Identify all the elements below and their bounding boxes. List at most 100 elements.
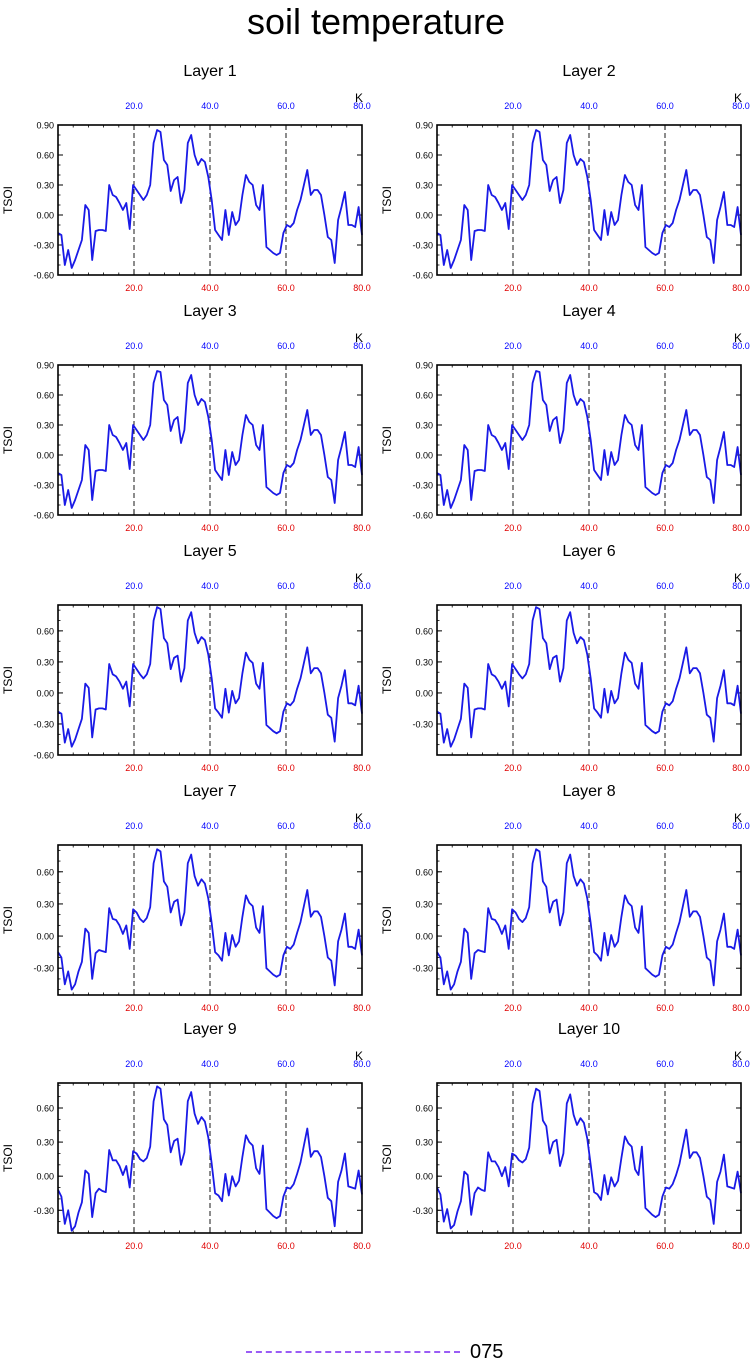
x-tick-label-bottom: 80.0 [353, 283, 371, 293]
y-tick-label: -0.60 [412, 271, 433, 281]
top-axis-label: K [734, 1049, 742, 1063]
x-tick-label-bottom: 20.0 [504, 1003, 522, 1013]
chart-panel-9: Layer 9 K TSOI 0.60 0.30 0.00 -0.30 20.0 40.0 60.… [1, 1021, 371, 1251]
chart-panel-1: Layer 1 K TSOI 0.90 0.60 0.30 0.00 -0.30 -0.60 20… [1, 63, 371, 293]
x-tick-label-top: 40.0 [201, 101, 219, 111]
y-tick-label: 0.30 [415, 1138, 433, 1148]
x-tick-label-top: 40.0 [580, 1059, 598, 1069]
y-axis-label: TSOI [1, 666, 15, 694]
x-tick-label-bottom: 40.0 [201, 1241, 219, 1251]
chart-title: Layer 2 [562, 63, 615, 80]
x-tick-label-top: 20.0 [125, 821, 143, 831]
x-tick-label-top: 20.0 [504, 341, 522, 351]
x-tick-label-top: 40.0 [580, 341, 598, 351]
x-tick-label-top: 80.0 [353, 341, 371, 351]
y-axis-label: TSOI [1, 426, 15, 454]
legend: 075 [246, 1341, 546, 1363]
chart-panel-2: Layer 2 K TSOI 0.90 0.60 0.30 0.00 -0.30 -0.60 20… [380, 63, 750, 293]
x-tick-label-top: 60.0 [656, 581, 674, 591]
x-tick-label-top: 20.0 [504, 1059, 522, 1069]
y-axis-label: TSOI [380, 906, 394, 934]
chart-panel-5: Layer 5 K TSOI 0.60 0.30 0.00 -0.30 -0.60 20.0 40… [1, 543, 371, 773]
x-tick-label-top: 60.0 [277, 821, 295, 831]
top-axis-label: K [355, 811, 363, 825]
x-tick-label-bottom: 40.0 [580, 763, 598, 773]
y-tick-label: -0.30 [412, 481, 433, 491]
y-axis-label: TSOI [1, 186, 15, 214]
y-tick-label: 0.90 [36, 121, 54, 131]
plot-frame [436, 1082, 742, 1234]
chart-panel-3: Layer 3 K TSOI 0.90 0.60 0.30 0.00 -0.30 -0.60 20… [1, 303, 371, 533]
x-tick-label-bottom: 20.0 [125, 283, 143, 293]
legend-label: 075 [470, 1341, 504, 1363]
x-tick-label-top: 20.0 [125, 341, 143, 351]
y-tick-label: 0.60 [36, 626, 54, 636]
series-line-1 [57, 129, 363, 269]
x-tick-label-top: 20.0 [504, 821, 522, 831]
x-tick-label-bottom: 20.0 [125, 523, 143, 533]
y-tick-label: 0.00 [415, 932, 433, 942]
x-tick-label-top: 80.0 [353, 581, 371, 591]
x-tick-label-bottom: 60.0 [656, 763, 674, 773]
chart-title: Layer 7 [183, 783, 236, 800]
x-tick-label-bottom: 40.0 [580, 1241, 598, 1251]
x-tick-label-top: 80.0 [732, 341, 750, 351]
x-tick-label-bottom: 20.0 [504, 1241, 522, 1251]
y-tick-label: 0.30 [415, 657, 433, 667]
top-axis-label: K [734, 91, 742, 105]
x-tick-label-bottom: 20.0 [504, 283, 522, 293]
y-tick-label: 0.60 [36, 151, 54, 161]
series-line-1 [57, 848, 363, 991]
x-tick-label-top: 40.0 [580, 101, 598, 111]
x-tick-label-bottom: 60.0 [656, 523, 674, 533]
x-tick-label-top: 60.0 [277, 581, 295, 591]
y-axis-label: TSOI [380, 426, 394, 454]
series-line-1 [436, 848, 742, 991]
y-tick-label: 0.30 [415, 421, 433, 431]
y-tick-label: 0.00 [36, 451, 54, 461]
top-axis-label: K [355, 1049, 363, 1063]
y-tick-label: 0.30 [36, 899, 54, 909]
x-tick-label-bottom: 40.0 [201, 283, 219, 293]
x-tick-label-top: 80.0 [353, 101, 371, 111]
x-tick-label-top: 40.0 [201, 581, 219, 591]
x-tick-label-top: 40.0 [580, 581, 598, 591]
y-tick-label: -0.30 [412, 964, 433, 974]
y-tick-label: -0.30 [33, 1206, 54, 1216]
chart-panel-8: Layer 8 K TSOI 0.60 0.30 0.00 -0.30 20.0 40.0 60.… [380, 783, 750, 1013]
x-tick-label-top: 60.0 [656, 101, 674, 111]
chart-title: Layer 5 [183, 543, 236, 560]
series-line-1 [57, 370, 363, 509]
series-line-1 [436, 606, 742, 748]
x-tick-label-bottom: 20.0 [125, 1241, 143, 1251]
y-axis-label: TSOI [1, 906, 15, 934]
x-tick-label-top: 20.0 [125, 101, 143, 111]
y-tick-label: -0.60 [33, 751, 54, 761]
x-tick-label-bottom: 80.0 [353, 763, 371, 773]
x-tick-label-bottom: 40.0 [201, 763, 219, 773]
x-tick-label-top: 40.0 [580, 821, 598, 831]
page-title: soil temperature [246, 1, 506, 42]
x-tick-label-top: 60.0 [656, 821, 674, 831]
x-tick-label-top: 80.0 [732, 101, 750, 111]
top-axis-label: K [355, 571, 363, 585]
y-tick-label: -0.60 [33, 271, 54, 281]
chart-panel-4: Layer 4 K TSOI 0.90 0.60 0.30 0.00 -0.30 -0.60 20… [380, 303, 750, 533]
chart-panel-10: Layer 10 K TSOI 0.60 0.30 0.00 -0.30 20.0 40.0 60… [380, 1021, 750, 1251]
y-tick-label: 0.00 [36, 688, 54, 698]
y-tick-label: 0.60 [36, 867, 54, 877]
x-tick-label-top: 20.0 [125, 581, 143, 591]
x-tick-label-top: 20.0 [504, 581, 522, 591]
y-tick-label: -0.60 [412, 511, 433, 521]
y-tick-label: -0.30 [412, 1206, 433, 1216]
y-tick-label: -0.30 [33, 481, 54, 491]
chart-title: Layer 3 [183, 303, 236, 320]
x-tick-label-top: 80.0 [732, 1059, 750, 1069]
x-tick-label-bottom: 60.0 [277, 1241, 295, 1251]
chart-title: Layer 9 [183, 1021, 236, 1038]
x-tick-label-bottom: 40.0 [201, 1003, 219, 1013]
y-tick-label: -0.30 [33, 719, 54, 729]
y-tick-label: -0.60 [33, 511, 54, 521]
y-tick-label: 0.60 [415, 1104, 433, 1114]
